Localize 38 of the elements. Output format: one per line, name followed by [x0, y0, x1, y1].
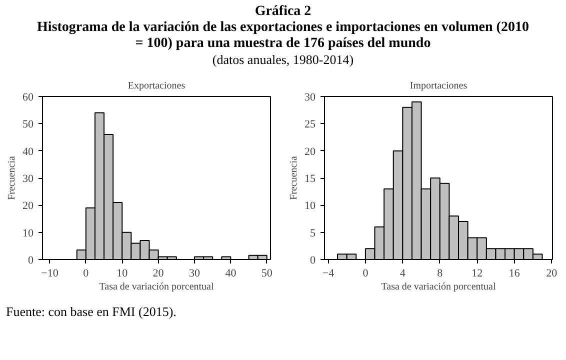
x-tick-label: 16 [508, 268, 520, 280]
y-tick-label: 40 [22, 146, 34, 158]
y-tick-label: 20 [22, 200, 34, 212]
x-tick-label: 4 [400, 268, 406, 280]
x-axis-title: Tasa de variación porcentual [99, 282, 214, 293]
y-axis-title: Frecuencia [288, 156, 300, 200]
chart-title: Exportaciones [128, 80, 186, 92]
x-tick-label: 8 [437, 268, 444, 280]
y-axis-title: Frecuencia [6, 156, 18, 200]
y-tick-label: 5 [310, 227, 316, 240]
x-tick-label: 40 [225, 268, 237, 280]
text: (datos anuales, 1980-2014) [211, 52, 355, 68]
x-tick-label: 30 [189, 268, 200, 280]
y-tick-label: 60 [22, 92, 34, 104]
chart-title: Importaciones [410, 80, 468, 92]
x-tick-label: 12 [472, 268, 483, 280]
y-tick-label: 10 [304, 200, 316, 212]
y-tick-label: 50 [22, 118, 34, 131]
x-axis-title: Tasa de variación porcentual [381, 282, 496, 293]
x-tick-label: 0 [362, 268, 369, 280]
y-tick-label: 15 [304, 173, 316, 186]
x-tick-label: −10 [41, 268, 59, 280]
x-tick-label: −4 [322, 268, 335, 280]
y-tick-label: 20 [304, 146, 316, 158]
y-tick-label: 0 [28, 254, 34, 267]
y-tick-label: 0 [310, 254, 316, 267]
text: Gráfica 2 [254, 4, 312, 20]
x-tick-label: 0 [83, 268, 90, 280]
x-tick-label: 20 [152, 268, 164, 280]
y-tick-label: 30 [304, 92, 316, 104]
x-tick-label: 20 [546, 268, 558, 280]
x-tick-label: 50 [261, 268, 273, 280]
y-tick-label: 10 [22, 227, 34, 240]
text: Histograma de la variación de las exportaciones e importaciones en volumen (2010 = 100) para una muestra de 176 países del mundo [36, 20, 530, 52]
x-tick-label: 10 [116, 268, 128, 280]
source-note: Fuente: con base en FMI (2015). [6, 303, 176, 322]
y-tick-label: 30 [22, 173, 34, 186]
y-tick-label: 25 [304, 118, 316, 131]
